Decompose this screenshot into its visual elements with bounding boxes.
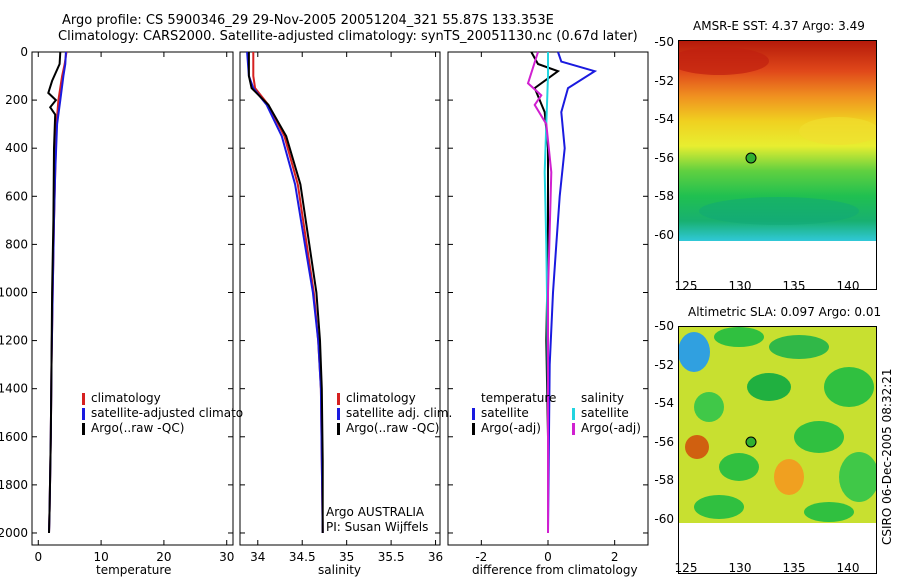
plot-frame bbox=[239, 51, 441, 546]
series-line bbox=[47, 51, 62, 534]
map-x-tick-label: 125 bbox=[674, 561, 698, 575]
y-tick-label: 1800 bbox=[0, 478, 28, 492]
sst-map-title: AMSR-E SST: 4.37 Argo: 3.49 bbox=[693, 19, 865, 33]
temperature-legend: climatology satellite-adjusted climatolo… bbox=[82, 391, 243, 436]
y-tick-label: 800 bbox=[5, 237, 28, 251]
x-tick-label: -2 bbox=[475, 550, 487, 564]
x-axis-label-salinity: salinity bbox=[318, 563, 362, 577]
map-y-tick-label: -56 bbox=[654, 434, 674, 449]
legend-label: climatology bbox=[91, 391, 161, 405]
difference-legend-temperature: temperature satellite Argo(-adj) bbox=[472, 391, 556, 436]
legend-swatch-argo-sal bbox=[572, 422, 575, 435]
plot-frame bbox=[31, 51, 234, 546]
map-y-tick-label: -50 bbox=[654, 35, 674, 49]
sst-map-image bbox=[679, 41, 876, 289]
difference-legend-salinity: salinity satellite Argo(-adj) bbox=[572, 391, 641, 436]
map-y-tick-label: -58 bbox=[654, 473, 674, 488]
map-x-tick-label: 140 bbox=[836, 561, 860, 575]
legend-swatch-argo bbox=[82, 422, 85, 435]
legend-swatch-satellite bbox=[472, 407, 475, 420]
x-axis-label-difference: difference from climatology bbox=[472, 563, 638, 577]
sla-map-image bbox=[679, 327, 876, 573]
csiro-timestamp: CSIRO 06-Dec-2005 08:32:21 bbox=[880, 368, 894, 545]
title-line-2: Climatology: CARS2000. Satellite-adjuste… bbox=[58, 29, 638, 44]
map-x-tick-label: 135 bbox=[782, 279, 806, 293]
map-y-tick-label: -56 bbox=[654, 150, 674, 165]
legend-swatch-satellite bbox=[337, 407, 340, 420]
map-y-tick-label: -60 bbox=[654, 512, 674, 526]
legend-heading: salinity bbox=[581, 391, 625, 405]
x-tick-label: 2 bbox=[611, 550, 619, 564]
legend-swatch-climatology bbox=[82, 392, 85, 405]
legend-label: Argo(..raw -QC) bbox=[91, 421, 185, 435]
title-line-1: Argo profile: CS 5900346_29 29-Nov-2005 … bbox=[62, 13, 554, 28]
legend-swatch-sat-sal bbox=[572, 407, 575, 420]
y-tick-label: 1400 bbox=[0, 382, 28, 396]
map-y-tick-label: -52 bbox=[654, 73, 674, 88]
legend-label: climatology bbox=[346, 391, 416, 405]
x-tick-label: 35 bbox=[339, 550, 354, 564]
y-tick-label: 1600 bbox=[0, 430, 28, 444]
map-y-tick-label: -54 bbox=[654, 396, 674, 411]
y-tick-label: 0 bbox=[20, 45, 28, 59]
map-y-tick-label: -52 bbox=[654, 357, 674, 372]
legend-label: Argo(..raw -QC) bbox=[346, 421, 440, 435]
annotation-line: Argo AUSTRALIA bbox=[326, 505, 425, 519]
x-tick-label: 20 bbox=[156, 550, 171, 564]
sla-map-title: Altimetric SLA: 0.097 Argo: 0.01 bbox=[688, 305, 882, 319]
legend-swatch-argo bbox=[472, 422, 475, 435]
y-tick-label: 200 bbox=[5, 93, 28, 107]
legend-label: satellite bbox=[581, 406, 629, 420]
annotation-line: PI: Susan Wijffels bbox=[326, 520, 429, 534]
legend-label: satellite bbox=[481, 406, 529, 420]
y-tick-label: 2000 bbox=[0, 526, 28, 540]
map-y-tick-label: -54 bbox=[654, 112, 674, 127]
sst-map bbox=[678, 40, 877, 290]
sla-map bbox=[678, 326, 877, 574]
legend-label: satellite adj. clim. bbox=[346, 406, 453, 420]
x-tick-label: 34.5 bbox=[289, 550, 316, 564]
map-x-tick-label: 135 bbox=[782, 561, 806, 575]
legend-swatch-climatology bbox=[337, 392, 340, 405]
x-tick-label: 10 bbox=[93, 550, 108, 564]
y-tick-label: 400 bbox=[5, 141, 28, 155]
x-tick-label: 0 bbox=[544, 550, 552, 564]
map-x-tick-label: 140 bbox=[836, 279, 860, 293]
series-line bbox=[247, 52, 324, 533]
map-x-tick-label: 125 bbox=[674, 279, 698, 293]
y-tick-label: 600 bbox=[5, 189, 28, 203]
series-line bbox=[547, 51, 598, 534]
legend-swatch-argo bbox=[337, 422, 340, 435]
x-tick-label: 34 bbox=[250, 550, 265, 564]
salinity-legend: climatology satellite adj. clim. Argo(..… bbox=[337, 391, 452, 436]
y-tick-label: 1000 bbox=[0, 285, 28, 299]
x-axis-label-temperature: temperature bbox=[96, 563, 172, 577]
legend-swatch-satellite bbox=[82, 407, 85, 420]
map-y-tick-label: -60 bbox=[654, 228, 674, 242]
argo-annotation: Argo AUSTRALIA PI: Susan Wijffels bbox=[326, 505, 428, 535]
legend-label: Argo(-adj) bbox=[581, 421, 641, 435]
legend-heading: temperature bbox=[481, 391, 557, 405]
legend-label: Argo(-adj) bbox=[481, 421, 541, 435]
x-tick-label: 30 bbox=[219, 550, 234, 564]
x-tick-label: 0 bbox=[34, 550, 42, 564]
legend-label: satellite-adjusted climatology bbox=[91, 406, 243, 420]
x-tick-label: 35.5 bbox=[378, 550, 405, 564]
map-x-tick-label: 130 bbox=[728, 279, 752, 293]
y-tick-label: 1200 bbox=[0, 334, 28, 348]
map-y-tick-label: -58 bbox=[654, 189, 674, 204]
map-y-tick-label: -50 bbox=[654, 319, 674, 333]
x-tick-label: 36 bbox=[428, 550, 443, 564]
map-x-tick-label: 130 bbox=[728, 561, 752, 575]
series-line bbox=[526, 51, 553, 533]
